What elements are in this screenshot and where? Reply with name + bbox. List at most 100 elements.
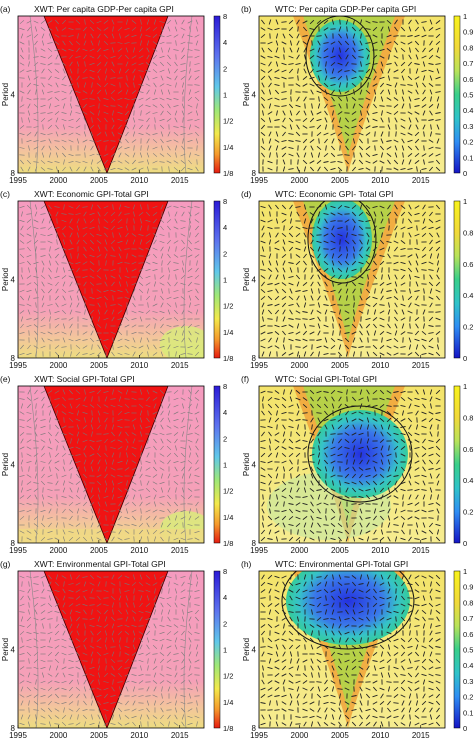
phase-arrow (175, 487, 177, 493)
phase-arrow (160, 302, 164, 308)
phase-arrow (75, 582, 81, 586)
phase-arrow (153, 253, 157, 259)
phase-arrow (288, 232, 294, 238)
phase-arrow (386, 681, 392, 683)
phase-arrow (154, 574, 156, 580)
phase-arrow (146, 124, 150, 130)
phase-arrow (89, 111, 95, 115)
phase-arrow (295, 318, 301, 320)
phase-arrow (62, 623, 66, 629)
phase-arrow (90, 515, 94, 521)
phase-arrow (175, 330, 177, 336)
phase-arrow (435, 27, 441, 31)
phase-arrow (118, 274, 122, 280)
phase-arrow (331, 117, 335, 123)
phase-arrow (97, 466, 101, 472)
phase-arrow (387, 581, 391, 587)
phase-arrow (394, 330, 398, 336)
phase-arrow (373, 466, 377, 472)
phase-arrow (302, 659, 308, 663)
phase-arrow (309, 117, 315, 123)
phase-arrow (69, 218, 73, 224)
phase-arrow (351, 637, 357, 643)
phase-arrow (48, 522, 52, 528)
phase-arrow (138, 610, 144, 614)
phase-arrow (33, 709, 39, 711)
phase-arrow (111, 574, 115, 580)
phase-arrow (61, 247, 67, 251)
phase-arrow (407, 90, 413, 94)
phase-arrow (401, 707, 405, 713)
phase-arrow (387, 75, 391, 81)
phase-arrow (84, 623, 86, 629)
phase-arrow (82, 77, 88, 79)
phase-arrow (359, 204, 363, 210)
phase-arrow (358, 304, 364, 306)
phase-arrow (316, 226, 322, 230)
phase-arrow (309, 530, 315, 534)
phase-arrow (414, 575, 420, 579)
phase-arrow (181, 145, 185, 151)
phase-arrow (351, 281, 357, 287)
phase-arrow (161, 487, 163, 493)
phase-arrow (339, 47, 341, 53)
phase-arrow (181, 19, 185, 25)
phase-arrow (33, 345, 39, 349)
phase-arrow (97, 515, 101, 521)
phase-arrow (288, 687, 294, 691)
phase-arrow (140, 452, 142, 458)
phase-arrow (373, 68, 377, 74)
phase-arrow (429, 211, 433, 217)
phase-arrow (303, 721, 307, 727)
phase-arrow (344, 481, 350, 485)
phase-arrow (48, 211, 52, 217)
phase-arrow (408, 211, 412, 217)
phase-arrow (182, 82, 184, 88)
phase-arrow (366, 351, 370, 357)
phase-arrow (40, 425, 46, 429)
phase-arrow (372, 389, 378, 395)
phase-arrow (274, 638, 280, 642)
phase-arrow (26, 204, 32, 210)
phase-arrow (428, 332, 434, 334)
phase-arrow (110, 97, 116, 101)
phase-arrow (323, 166, 329, 172)
phase-arrow (400, 240, 406, 244)
phase-arrow (330, 205, 336, 209)
phase-arrow (337, 111, 343, 115)
phase-arrow (34, 131, 38, 137)
phase-arrow (394, 61, 398, 67)
phase-arrow (428, 226, 434, 230)
phase-arrow (76, 623, 80, 629)
phase-arrow (387, 459, 391, 465)
phase-arrow (276, 316, 278, 322)
phase-arrow (167, 714, 171, 720)
phase-arrow (27, 714, 31, 720)
phase-arrow (187, 715, 193, 719)
phase-arrow (131, 708, 137, 712)
phase-arrow (90, 424, 94, 430)
phase-arrow (175, 700, 177, 706)
phase-arrow (358, 502, 364, 506)
phase-arrow (75, 523, 81, 527)
phase-arrow (407, 267, 413, 273)
phase-arrow (338, 588, 342, 594)
phase-arrow (111, 19, 115, 25)
phase-arrow (345, 138, 349, 144)
phase-arrow (138, 282, 144, 286)
phase-arrow (414, 488, 420, 492)
phase-arrow (344, 432, 350, 436)
phase-arrow (401, 644, 405, 650)
phase-arrow (275, 204, 279, 210)
phase-arrow (302, 289, 308, 293)
phase-arrow (261, 522, 265, 528)
phase-arrow (47, 631, 53, 635)
phase-arrow (104, 239, 108, 245)
phase-arrow (54, 398, 60, 400)
phase-arrow (131, 432, 137, 436)
phase-arrow (394, 536, 398, 542)
phase-arrow (324, 529, 328, 535)
phase-arrow (96, 240, 102, 244)
phase-arrow (344, 596, 350, 600)
phase-arrow (124, 34, 130, 38)
